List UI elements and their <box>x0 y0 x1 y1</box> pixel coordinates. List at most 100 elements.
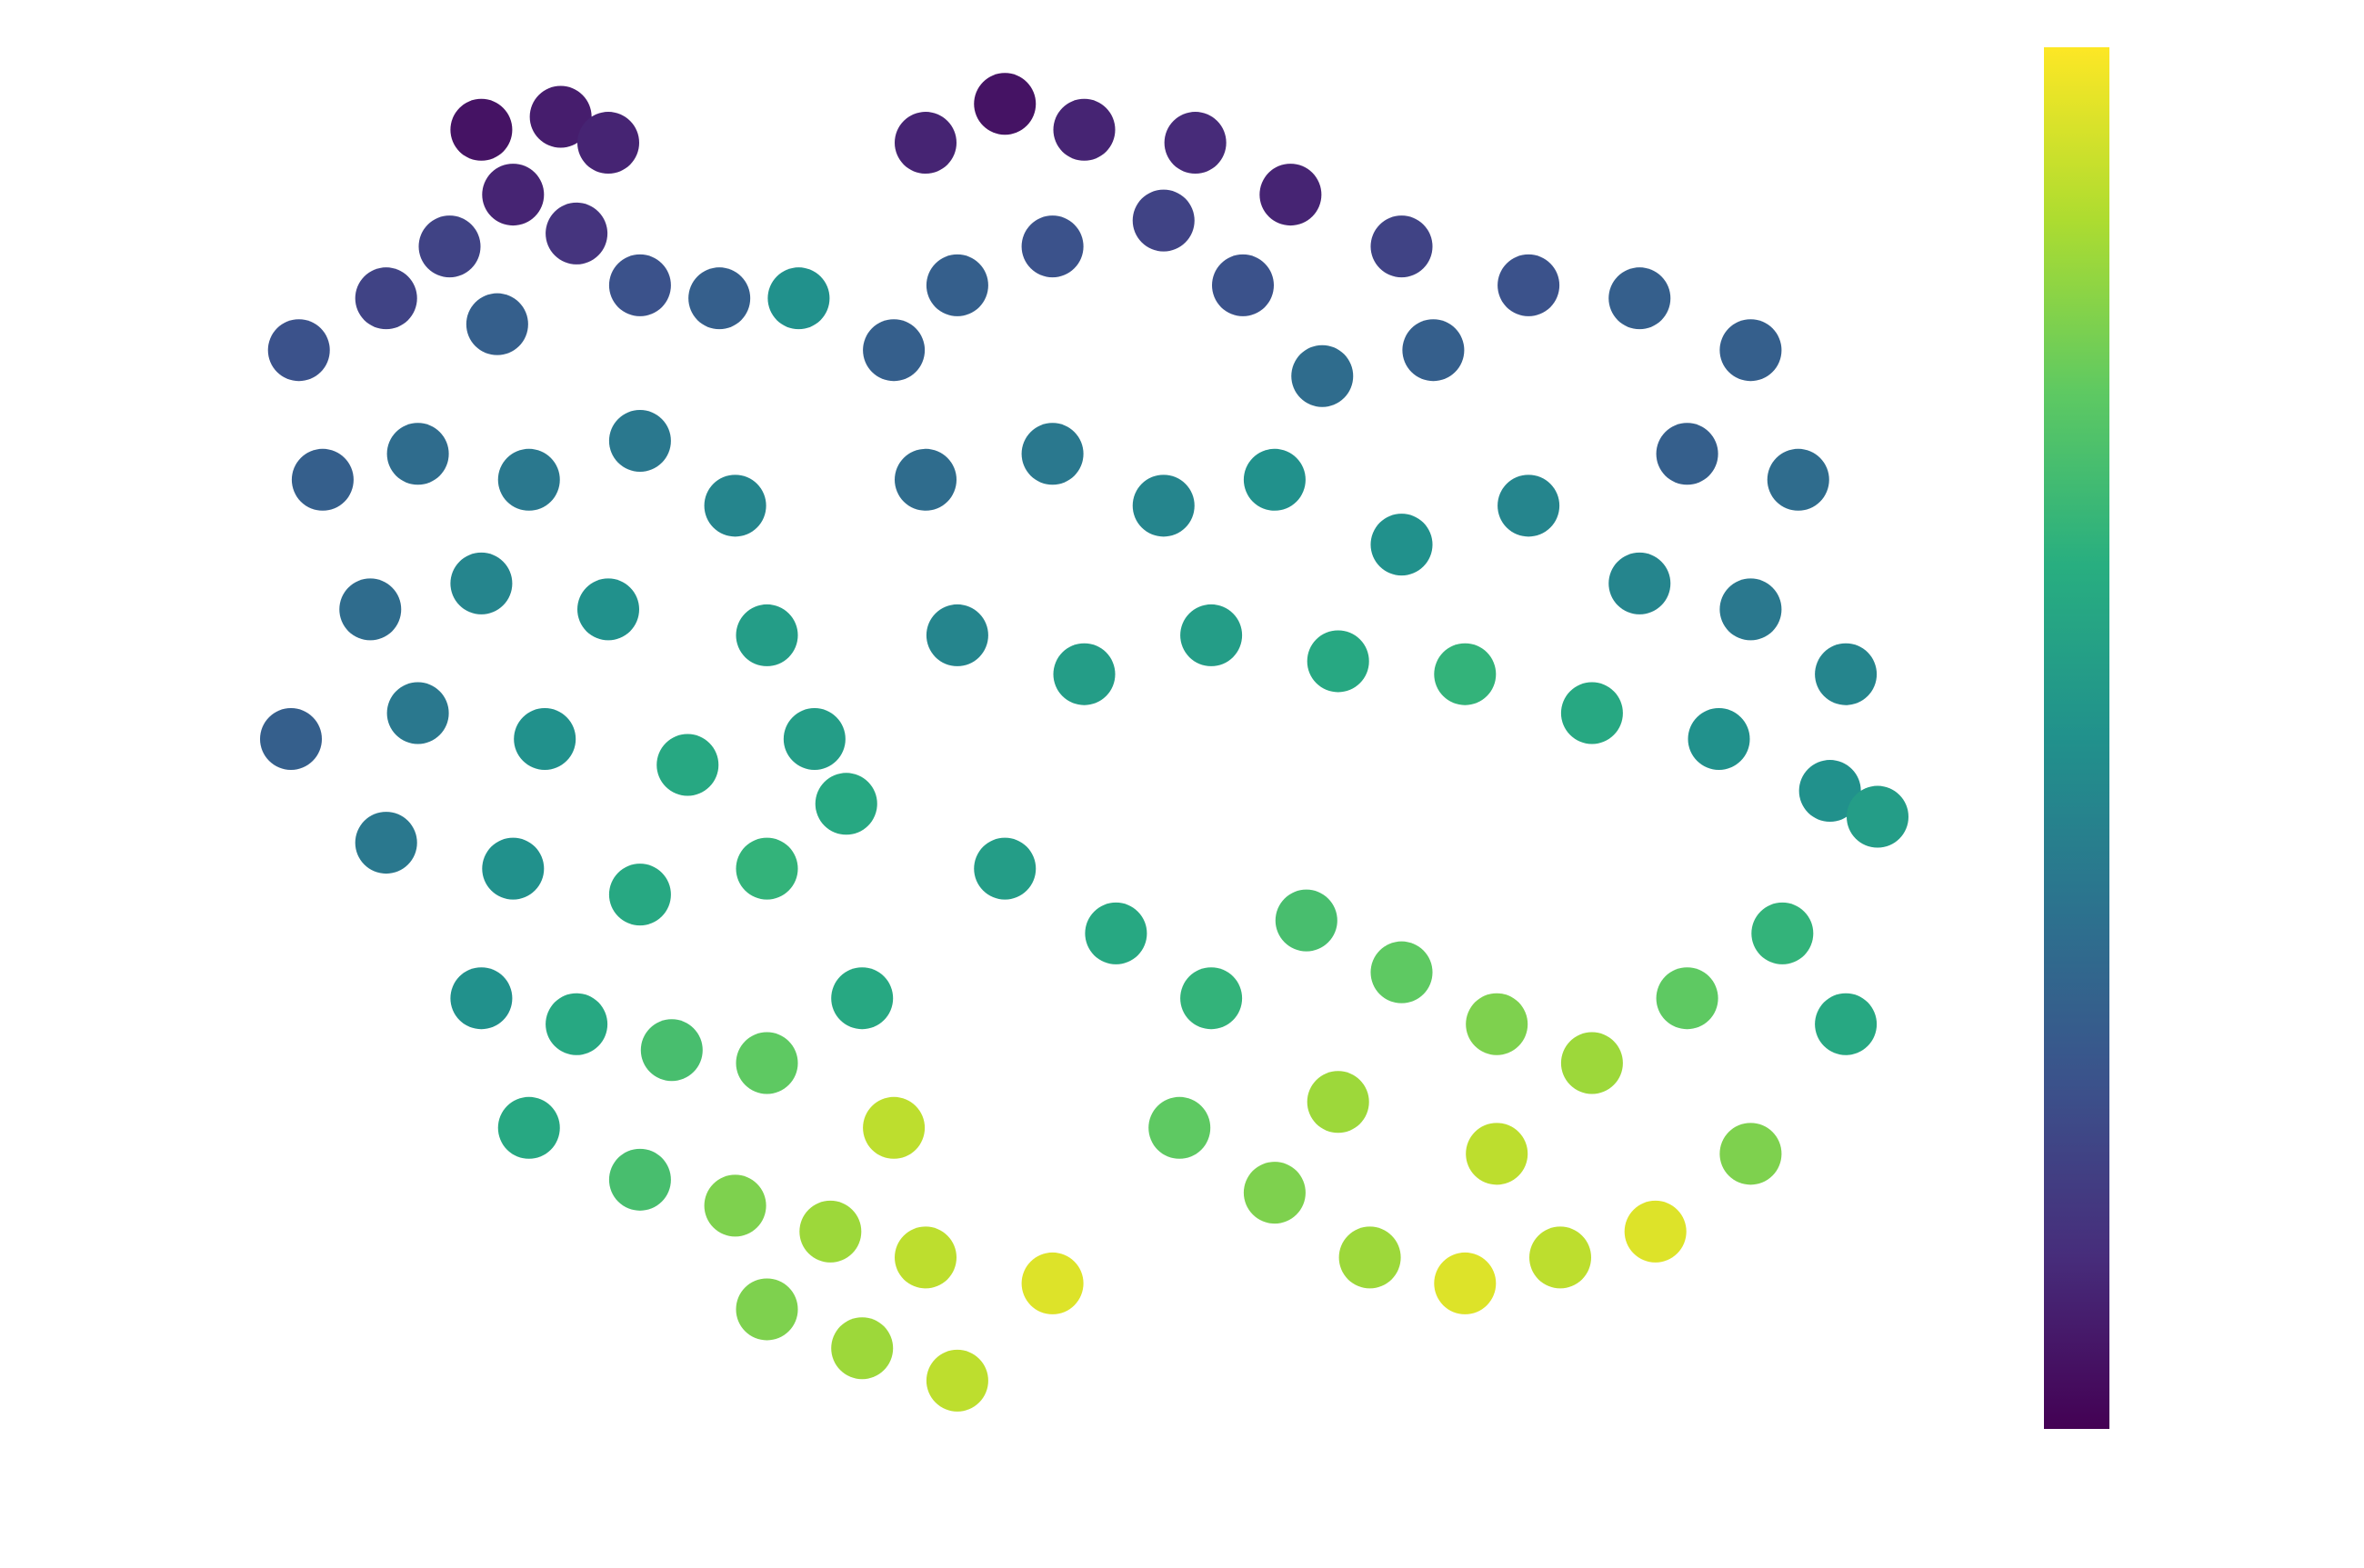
point <box>482 837 545 900</box>
point <box>608 410 671 473</box>
point <box>466 293 528 355</box>
point <box>497 1096 560 1159</box>
point <box>1560 682 1623 744</box>
point <box>1719 319 1782 382</box>
point <box>608 1148 671 1211</box>
point <box>529 85 592 148</box>
point <box>546 202 608 265</box>
point <box>831 1317 894 1380</box>
point <box>1132 474 1195 537</box>
point <box>1608 267 1671 330</box>
point <box>577 578 639 641</box>
point <box>1529 1226 1591 1289</box>
point <box>1608 552 1671 614</box>
point <box>736 1032 798 1094</box>
point <box>895 112 957 175</box>
point <box>704 474 766 537</box>
point <box>577 112 639 175</box>
point <box>355 267 417 330</box>
point <box>656 734 719 796</box>
point <box>1688 708 1750 770</box>
point <box>1719 578 1782 641</box>
point <box>767 267 830 330</box>
point <box>418 215 481 278</box>
point <box>926 604 988 666</box>
point <box>1847 785 1908 848</box>
point <box>895 448 957 511</box>
point <box>1370 514 1433 576</box>
point <box>1021 423 1084 485</box>
point <box>974 837 1037 900</box>
point <box>1053 643 1116 705</box>
point <box>1498 254 1560 316</box>
point <box>355 812 417 874</box>
point <box>497 448 560 511</box>
point <box>1307 630 1369 693</box>
point <box>1466 993 1528 1055</box>
point <box>736 1278 798 1341</box>
point <box>1815 643 1878 705</box>
point <box>1021 215 1084 278</box>
point <box>608 864 671 926</box>
point <box>1719 1123 1782 1185</box>
point <box>260 708 322 770</box>
colorbar <box>2044 47 2109 1429</box>
point <box>482 164 545 226</box>
point <box>1656 967 1718 1030</box>
point <box>799 1200 862 1263</box>
point <box>704 1174 766 1237</box>
point <box>450 552 513 614</box>
point <box>386 682 449 744</box>
point <box>1021 1252 1084 1314</box>
point <box>1148 1096 1211 1159</box>
point <box>1085 902 1147 964</box>
point <box>1560 1032 1623 1094</box>
point <box>1259 164 1322 226</box>
point <box>895 1226 957 1289</box>
point <box>1243 448 1306 511</box>
point <box>1307 1071 1369 1134</box>
points <box>260 73 1908 1412</box>
point <box>1053 98 1116 161</box>
point <box>1132 189 1195 252</box>
point <box>1212 254 1274 316</box>
point <box>863 1096 926 1159</box>
point <box>1798 760 1861 823</box>
point <box>783 708 846 770</box>
point <box>450 967 513 1030</box>
point <box>1498 474 1560 537</box>
point <box>688 267 751 330</box>
point <box>1434 643 1497 705</box>
point <box>1815 993 1878 1055</box>
point <box>608 254 671 316</box>
point <box>1624 1200 1687 1263</box>
point <box>1434 1252 1497 1314</box>
point <box>1767 448 1829 511</box>
point <box>1656 423 1718 485</box>
point <box>450 98 513 161</box>
point <box>1243 1162 1306 1224</box>
point <box>1291 345 1354 407</box>
point <box>831 967 894 1030</box>
point <box>1370 215 1433 278</box>
point <box>863 319 926 382</box>
point <box>974 73 1037 135</box>
point <box>1180 967 1243 1030</box>
point <box>291 448 354 511</box>
point <box>1751 902 1814 964</box>
point <box>736 837 798 900</box>
point <box>386 423 449 485</box>
point <box>815 773 877 835</box>
point <box>1164 112 1227 175</box>
point <box>1402 319 1465 382</box>
point <box>1370 941 1433 1004</box>
point <box>267 319 330 382</box>
point <box>1338 1226 1401 1289</box>
point <box>640 1019 703 1082</box>
point <box>736 604 798 666</box>
point <box>1180 604 1243 666</box>
point <box>926 1349 988 1412</box>
point <box>1466 1123 1528 1185</box>
